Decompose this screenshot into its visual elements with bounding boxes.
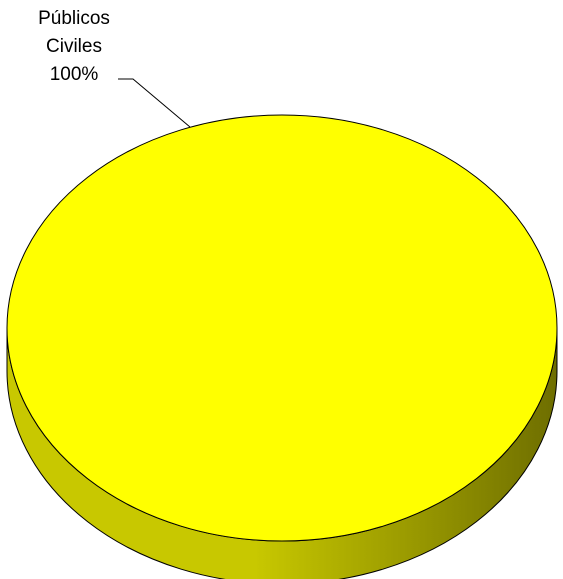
- leader-line: [118, 78, 191, 128]
- slice-percent-label: 100%: [50, 64, 99, 85]
- pie-slices: [6, 114, 558, 579]
- pie-slice-0: [6, 114, 558, 542]
- slice-label-line-1: Públicos: [38, 8, 110, 29]
- slice-label-line-2: Civiles: [46, 36, 102, 57]
- slice-labels: Públicos Civiles 100%: [38, 8, 191, 128]
